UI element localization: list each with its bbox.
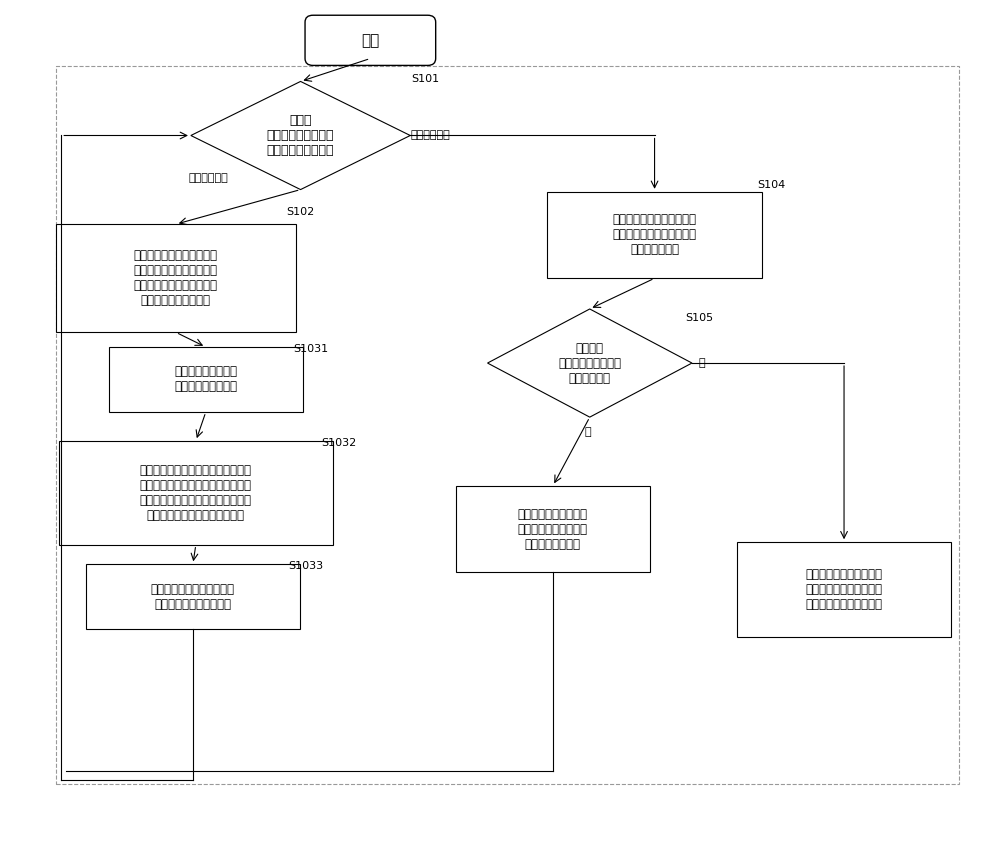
- Text: S105: S105: [685, 313, 714, 323]
- Text: 电能表每单位时间检
测电网输出的电量值: 电能表每单位时间检 测电网输出的电量值: [174, 365, 237, 393]
- Text: S1032: S1032: [321, 437, 356, 448]
- Text: 电能表根据存储的历史耗电
量数据估算用电器在波峰时
段的预估耗电量: 电能表根据存储的历史耗电 量数据估算用电器在波峰时 段的预估耗电量: [613, 214, 697, 257]
- Text: S104: S104: [757, 180, 785, 190]
- Text: 电能表向开关模块发送第一
转换信号，所述开关模块连
接电网向用电器供电，且连
接电网向蓄电模块供电: 电能表向开关模块发送第一 转换信号，所述开关模块连 接电网向用电器供电，且连 接…: [134, 249, 218, 307]
- Text: S101: S101: [411, 75, 439, 84]
- Text: 进入波峰阶段: 进入波峰阶段: [410, 130, 450, 141]
- Text: 否: 否: [698, 358, 705, 368]
- Bar: [547, 192, 762, 279]
- Bar: [56, 66, 959, 785]
- Text: 进入波谷阶段: 进入波谷阶段: [189, 173, 229, 183]
- Text: 电能表根据所述累积充电量
控制对蓄电模块进行充电: 电能表根据所述累积充电量 控制对蓄电模块进行充电: [151, 582, 235, 611]
- Text: 是: 是: [584, 427, 591, 437]
- Polygon shape: [191, 82, 410, 189]
- Bar: [109, 347, 303, 412]
- Polygon shape: [488, 309, 692, 418]
- Text: S102: S102: [286, 207, 315, 217]
- Text: 电能表向开关模块发送
第二转换信号，使蓄电
模块向用电器供电: 电能表向开关模块发送 第二转换信号，使蓄电 模块向用电器供电: [518, 508, 588, 550]
- Text: S1031: S1031: [293, 345, 328, 354]
- Bar: [737, 542, 951, 637]
- Bar: [59, 441, 333, 545]
- Text: 电能表向开关模块发送第
三转换信号，使蓄电模块
和电网共同向用电器供电: 电能表向开关模块发送第 三转换信号，使蓄电模块 和电网共同向用电器供电: [806, 569, 883, 611]
- Text: S1033: S1033: [288, 562, 323, 571]
- Bar: [86, 564, 300, 629]
- Text: 判断所述
预估耗电量是否小于
蓄电模块电量: 判断所述 预估耗电量是否小于 蓄电模块电量: [558, 341, 621, 385]
- Text: 电能表
判断当前进入波峰时
段还是进入波谷时段: 电能表 判断当前进入波峰时 段还是进入波谷时段: [267, 114, 334, 157]
- Bar: [56, 224, 296, 332]
- Bar: [456, 486, 650, 572]
- FancyBboxPatch shape: [305, 16, 436, 65]
- Text: 开始: 开始: [361, 33, 379, 48]
- Text: 电能表每单位时间获取各个用电器的
开启状态，根据每个用电器的开启状
态和各个用电器单位时间额定耗电量
，估算向蓄电模块的累积充电量: 电能表每单位时间获取各个用电器的 开启状态，根据每个用电器的开启状 态和各个用电…: [140, 464, 252, 522]
